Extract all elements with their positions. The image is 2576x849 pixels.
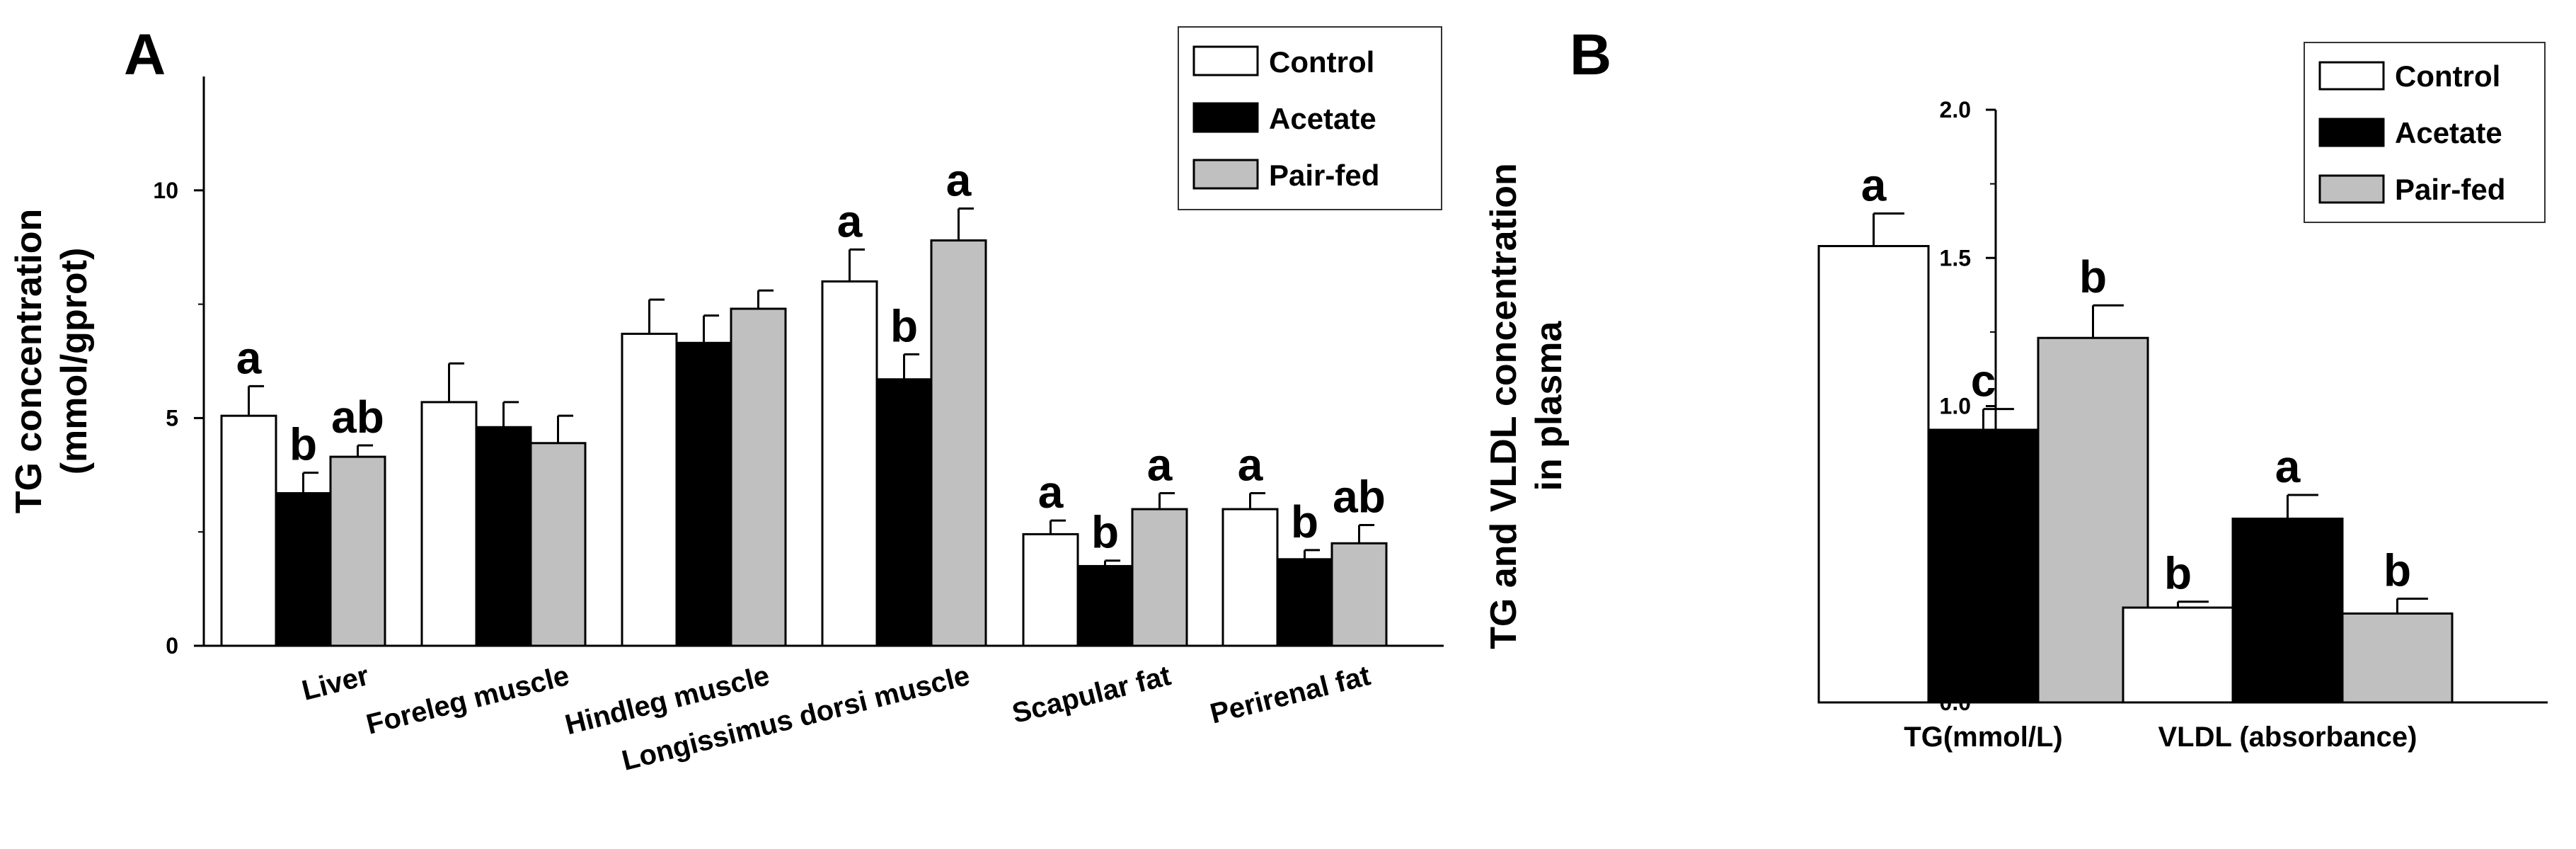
x-tick-label: Foreleg muscle [363,660,572,741]
bar-acetate-0 [1927,428,2040,704]
bar-acetate-2 [675,341,732,647]
x-tick-label: VLDL (absorbance) [2158,722,2417,753]
legend-label: Acetate [1269,102,1376,135]
y-axis-label: TG concentration [8,209,50,513]
legend-label: Acetate [2395,116,2502,149]
bar-pair-fed-2 [730,307,787,647]
bar-control-4 [1022,532,1079,647]
bar-acetate-1 [475,426,532,647]
bar-pair-fed-5 [1330,542,1388,647]
significance-label: a [1861,159,1887,210]
x-tick-label: Perirenal fat [1207,660,1374,730]
bar-acetate-1 [2231,518,2344,704]
y-tick-label: 1.5 [1940,245,1971,270]
bar-pair-fed-1 [529,442,587,647]
significance-label: a [2275,441,2301,492]
y-tick-label: 5 [166,405,178,431]
bar-control-5 [1221,508,1279,647]
y-axis-label: TG and VLDL concentration [1483,163,1524,649]
significance-label: a [1147,440,1173,491]
legend-swatch [1192,45,1259,76]
bar-acetate-3 [875,378,933,647]
bar-pair-fed-0 [329,455,386,647]
x-tick-label: Liver [299,660,372,707]
significance-label: ab [1333,472,1386,523]
bar-control-1 [2122,606,2234,704]
bar-pair-fed-1 [2341,612,2454,704]
bar-acetate-4 [1076,564,1134,647]
bar-control-2 [621,332,678,647]
legend-swatch [2318,118,2385,147]
bar-control-1 [420,401,478,647]
significance-label: b [289,419,317,470]
panel-label: A [124,23,166,87]
legend-swatch [2318,174,2385,204]
legend-swatch [1192,159,1259,190]
panel-b: B TG and VLDL concentration in plasma a c b TG… [1483,23,2548,753]
x-tick-label: Scapular fat [1009,660,1174,729]
y-axis-label-units: in plasma [1529,320,1570,491]
significance-label: ab [331,392,384,443]
significance-label: b [2079,251,2107,302]
legend-label: Pair-fed [1269,159,1379,192]
significance-label: b [890,300,918,351]
x-tick-label: Longissimus dorsi muscle [619,660,972,777]
y-tick-label: 0 [166,633,178,659]
bar-control-0 [1817,245,1930,704]
significance-label: a [1238,440,1263,491]
panel-label: B [1570,23,1611,87]
legend-swatch [1192,102,1259,133]
y-tick-label: 1.0 [1940,394,1971,419]
y-tick-label: 0.5 [1940,542,1971,567]
bar-acetate-0 [275,492,332,647]
significance-label: b [2164,548,2192,599]
significance-label: a [837,195,863,246]
y-tick-label: 0.0 [1940,690,1971,715]
significance-label: b [1291,496,1318,547]
panel-a: ATG concentration (mmol/gprot) ababLiverFo… [8,23,1444,777]
x-tick-label: TG(mmol/L) [1904,722,2062,753]
legend-label: Pair-fed [2395,173,2505,206]
significance-label: b [1091,507,1119,558]
significance-label: c [1971,355,1996,406]
y-tick-label: 10 [153,178,178,203]
legend-swatch [2318,61,2385,91]
legend-label: Control [2395,59,2500,93]
legend-label: Control [1269,45,1374,79]
bar-control-3 [821,280,878,647]
y-axis-label-units: (mmol/gprot) [54,248,95,475]
bar-control-0 [220,414,277,647]
significance-label: a [1038,467,1064,518]
bar-pair-fed-4 [1131,508,1188,647]
bar-pair-fed-3 [930,239,987,647]
significance-label: b [2384,545,2411,596]
y-tick-label: 2.0 [1940,97,1971,122]
significance-label: a [946,155,972,206]
significance-label: a [236,332,262,383]
bar-acetate-5 [1276,558,1333,647]
